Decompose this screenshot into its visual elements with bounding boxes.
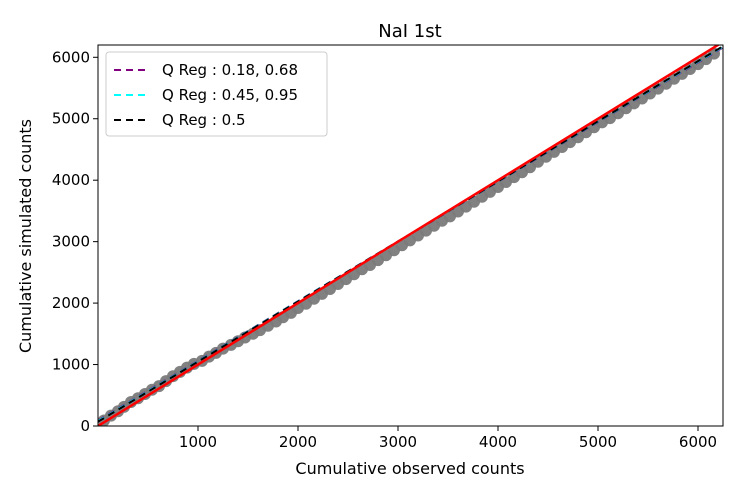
- identity-line: [98, 45, 721, 426]
- y-tick-label: 4000: [52, 171, 90, 189]
- y-tick-label: 1000: [52, 356, 90, 374]
- plot-frame: [97, 44, 724, 427]
- y-tick-label: 5000: [52, 110, 90, 128]
- x-tick-label: 6000: [679, 433, 717, 451]
- y-tick-label: 2000: [52, 294, 90, 312]
- y-axis-label: Cumulative simulated counts: [16, 119, 35, 353]
- x-tick-label: 3000: [379, 433, 417, 451]
- plot-area: [98, 45, 723, 426]
- x-axis-label: Cumulative observed counts: [295, 459, 524, 478]
- legend-box: [105, 51, 328, 137]
- legend-label: Q Reg : 0.5: [162, 111, 246, 129]
- y-tick-label: 3000: [52, 233, 90, 251]
- x-tick-label: 5000: [579, 433, 617, 451]
- x-tick-label: 4000: [479, 433, 517, 451]
- chart-title: NaI 1st: [378, 21, 441, 42]
- x-tick-label: 1000: [179, 433, 217, 451]
- legend-label: Q Reg : 0.18, 0.68: [162, 61, 298, 79]
- axis-ticks: 1000 2000 3000 4000 5000 6000 0 1000 2000 3000 400…: [52, 48, 717, 451]
- y-tick-label: 6000: [52, 48, 90, 66]
- legend: Q Reg : 0.18, 0.68 Q Reg : 0.45, 0.95 Q Re…: [105, 51, 328, 137]
- y-tick-label: 0: [80, 417, 90, 435]
- x-tick-label: 2000: [279, 433, 317, 451]
- legend-label: Q Reg : 0.45, 0.95: [162, 86, 298, 104]
